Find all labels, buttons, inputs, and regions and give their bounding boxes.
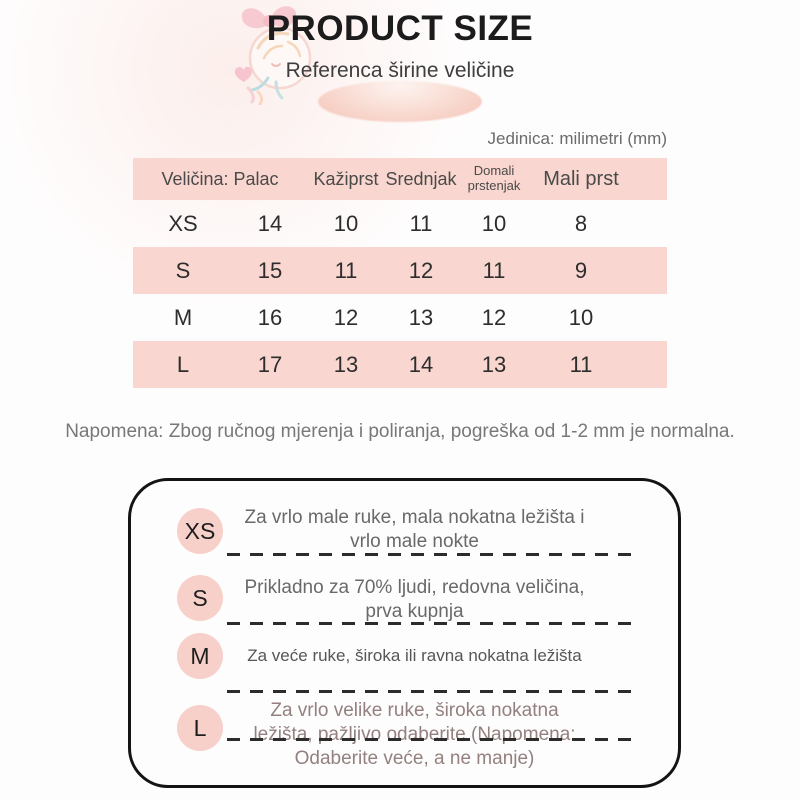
header-cell-index-finger: Kažiprst xyxy=(313,168,379,189)
value-cell: 8 xyxy=(574,210,588,236)
size-badge-l: L xyxy=(177,705,223,751)
value-cell: 11 xyxy=(334,257,358,283)
dashed-divider xyxy=(227,553,638,556)
value-cell: 12 xyxy=(333,304,359,330)
size-cell: XS xyxy=(168,210,198,236)
value-cell: 16 xyxy=(257,304,283,330)
value-cell: 15 xyxy=(257,257,283,283)
value-cell: 11 xyxy=(482,257,506,283)
size-cell: L xyxy=(176,351,190,377)
value-cell: 10 xyxy=(333,210,359,236)
size-badge-s: S xyxy=(177,575,223,621)
header-cell-size-thumb: Veličina: Palac xyxy=(161,168,279,189)
value-cell: 13 xyxy=(481,351,507,377)
header-cell-ring-finger: Domali prstenjak xyxy=(467,163,521,193)
dashed-divider xyxy=(227,622,638,625)
value-cell: 12 xyxy=(408,257,434,283)
value-cell: 11 xyxy=(569,351,593,377)
page-subtitle: Referenca širine veličine xyxy=(285,59,515,82)
value-cell: 13 xyxy=(333,351,359,377)
table-row-l: L 17 13 14 13 11 xyxy=(133,341,667,388)
size-cell: M xyxy=(173,304,193,330)
header-cell-little-finger: Mali prst xyxy=(543,167,619,190)
dashed-divider xyxy=(227,738,638,741)
size-guide-panel: XS Za vrlo male ruke, mala nokatna ležiš… xyxy=(128,478,681,788)
size-badge-m: M xyxy=(177,633,223,679)
page-title: PRODUCT SIZE xyxy=(266,9,534,48)
size-table: Veličina: Palac Kažiprst Srednjak Domali… xyxy=(133,158,667,388)
value-cell: 10 xyxy=(481,210,507,236)
header-cell-middle-finger: Srednjak xyxy=(385,168,457,189)
guide-description-m: Za veće ruke, široka ili ravna nokatna l… xyxy=(247,646,582,665)
guide-description-l: Za vrlo velike ruke, široka nokatna leži… xyxy=(253,700,576,770)
table-header-row: Veličina: Palac Kažiprst Srednjak Domali… xyxy=(133,158,667,200)
mascot-girl-icon xyxy=(234,6,312,105)
nail-dome-shape xyxy=(318,81,482,122)
value-cell: 14 xyxy=(408,351,434,377)
value-cell: 10 xyxy=(568,304,594,330)
size-badge-xs: XS xyxy=(177,508,223,554)
value-cell: 17 xyxy=(257,351,283,377)
measurement-note: Napomena: Zbog ručnog mjerenja i poliran… xyxy=(65,421,735,442)
guide-description-xs: Za vrlo male ruke, mala nokatna ležišta … xyxy=(244,507,585,553)
size-cell: S xyxy=(175,257,191,283)
table-row-m: M 16 12 13 12 10 xyxy=(133,294,667,341)
value-cell: 13 xyxy=(408,304,434,330)
dashed-divider xyxy=(227,690,638,693)
table-row-s: S 15 11 12 11 9 xyxy=(133,247,667,294)
guide-description-s: Prikladno za 70% ljudi, redovna veličina… xyxy=(244,577,585,623)
value-cell: 14 xyxy=(257,210,283,236)
table-row-xs: XS 14 10 11 10 8 xyxy=(133,200,667,247)
value-cell: 9 xyxy=(574,257,588,283)
value-cell: 11 xyxy=(409,210,433,236)
value-cell: 12 xyxy=(481,304,507,330)
unit-label: Jedinica: milimetri (mm) xyxy=(487,129,667,148)
